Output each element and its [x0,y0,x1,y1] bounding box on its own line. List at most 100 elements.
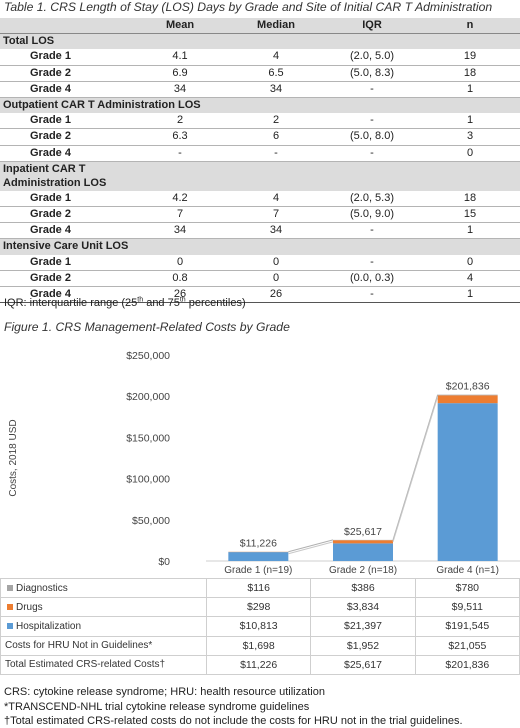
table-cell: 7 [132,206,228,224]
row-label: Grade 4 [0,222,132,240]
cost-row-label: Hospitalization [0,616,206,637]
y-tick-label: $100,000 [126,474,170,486]
table-cell: 1 [420,81,520,99]
cost-cell: $1,952 [310,635,416,656]
table-cell: 1 [420,222,520,240]
cost-row: $116 $386 $780 [205,577,520,599]
table-cell: 0 [420,254,520,271]
cost-table-labels: Diagnostics Drugs Hospitalization Costs for… [0,577,206,675]
table-cell: 1 [420,113,520,130]
table-cell: 0 [420,145,520,162]
row-label: Grade 2 [0,270,132,288]
table-cell: - [324,254,420,271]
section-row: Outpatient CAR T Administration LOS [0,97,520,114]
table-cell: 34 [228,222,324,240]
section-row: Intensive Care Unit LOS [0,238,520,255]
table-cell: 6.9 [132,65,228,82]
cost-table: $116 $386 $780 $298 $3,834 $9,511 $10,813 $21,3… [205,577,520,675]
table-cell: 0 [132,254,228,271]
table-cell: - [132,145,228,162]
bar-segment-diagnostics [437,394,498,396]
y-tick-label: $0 [158,556,170,568]
bar-segment-hospitalization [228,552,289,561]
section-row: Inpatient CAR T Administration LOS [0,161,520,191]
cost-cell: $191,545 [414,616,520,637]
table-cell: (5.0, 8.0) [324,128,420,146]
bar-segment-drugs [333,540,393,544]
table-cell: 0 [228,254,324,271]
legend-swatch [7,604,13,611]
table-cell: 2 [228,113,324,130]
cost-cell: $116 [205,577,312,599]
cost-label-row: Hospitalization [0,616,206,637]
total-data-label: $201,836 [446,381,490,393]
footnote-abbreviations: CRS: cytokine release syndrome; HRU: hea… [4,686,325,698]
cost-cell: $386 [310,577,416,599]
cost-cell: $1,698 [205,635,312,656]
cost-row: $298 $3,834 $9,511 [205,597,520,618]
row-label: Grade 2 [0,206,132,224]
footnote-total-costs: †Total estimated CRS-related costs do no… [4,715,463,727]
figure1-caption: Figure 1. CRS Management-Related Costs b… [4,320,290,334]
section-title: Intensive Care Unit LOS [0,238,520,255]
table-row: Grade 2 0.8 0 (0.0, 0.3) 4 [0,270,520,288]
table-cell: 2 [132,113,228,130]
cost-label-text: Hospitalization [16,620,82,632]
table-cell: - [324,81,420,99]
table-cell: 4 [228,190,324,208]
table-row: Grade 1 4.1 4 (2.0, 5.0) 19 [0,49,520,66]
section-title: Total LOS [0,33,520,50]
y-tick-label: $200,000 [126,391,170,403]
total-data-label: $11,226 [240,538,277,550]
table-cell: 6.5 [228,65,324,82]
table-cell: (2.0, 5.0) [324,49,420,66]
total-data-label: $25,617 [344,526,382,538]
cost-cell: $10,813 [205,616,312,637]
column-header [0,18,132,35]
table-row: Grade 2 6.9 6.5 (5.0, 8.3) 18 [0,65,520,82]
table-cell: (5.0, 8.3) [324,65,420,82]
cost-label-text: Total Estimated CRS-related Costs† [5,659,166,671]
cost-label-row: Costs for HRU Not in Guidelines* [0,635,206,656]
cost-cell: $21,397 [310,616,416,637]
table1-caption: Table 1. CRS Length of Stay (LOS) Days b… [4,0,493,14]
table-cell: 19 [420,49,520,66]
connector-line [392,396,439,543]
cost-label-text: Diagnostics [16,582,68,594]
table-cell: 34 [228,81,324,99]
table-cell: 4 [420,270,520,288]
bar-segment-hospitalization [333,543,393,561]
section-filler [132,161,520,191]
row-label: Grade 4 [0,145,132,162]
cost-label-row: Diagnostics [0,577,206,599]
row-label: Grade 4 [0,81,132,99]
table-cell: (0.0, 0.3) [324,270,420,288]
x-tick-label: Grade 4 (n=1) [436,565,499,576]
iqr-footnote: IQR: interquartile range (25th and 75th … [4,296,246,309]
row-label: Grade 1 [0,49,132,66]
table-cell: 4.2 [132,190,228,208]
bar-segment-drugs [437,395,498,404]
footnote-guidelines: *TRANSCEND-NHL trial cytokine release sy… [4,701,310,713]
table-cell: 26 [228,286,324,304]
cost-row: $1,698 $1,952 $21,055 [205,635,520,656]
cost-cell: $9,511 [414,597,520,618]
table-header-row: Mean Median IQR n [0,18,520,35]
cost-label-text: Drugs [16,601,43,613]
table-cell: - [324,113,420,130]
section-title: Outpatient CAR T Administration LOS [0,97,520,114]
cost-row-label: Costs for HRU Not in Guidelines* [0,635,206,656]
x-tick-label: Grade 2 (n=18) [329,565,397,576]
cost-row-label: Diagnostics [0,577,206,599]
table-cell: 18 [420,190,520,208]
y-tick-label: $50,000 [132,515,170,527]
column-header: n [420,18,520,35]
cost-cell: $21,055 [414,635,520,656]
table-cell: - [228,145,324,162]
cost-cell: $780 [414,577,520,599]
cost-cell: $298 [205,597,312,618]
table-cell: - [324,145,420,162]
table-row: Grade 4 34 34-1 [0,222,520,240]
